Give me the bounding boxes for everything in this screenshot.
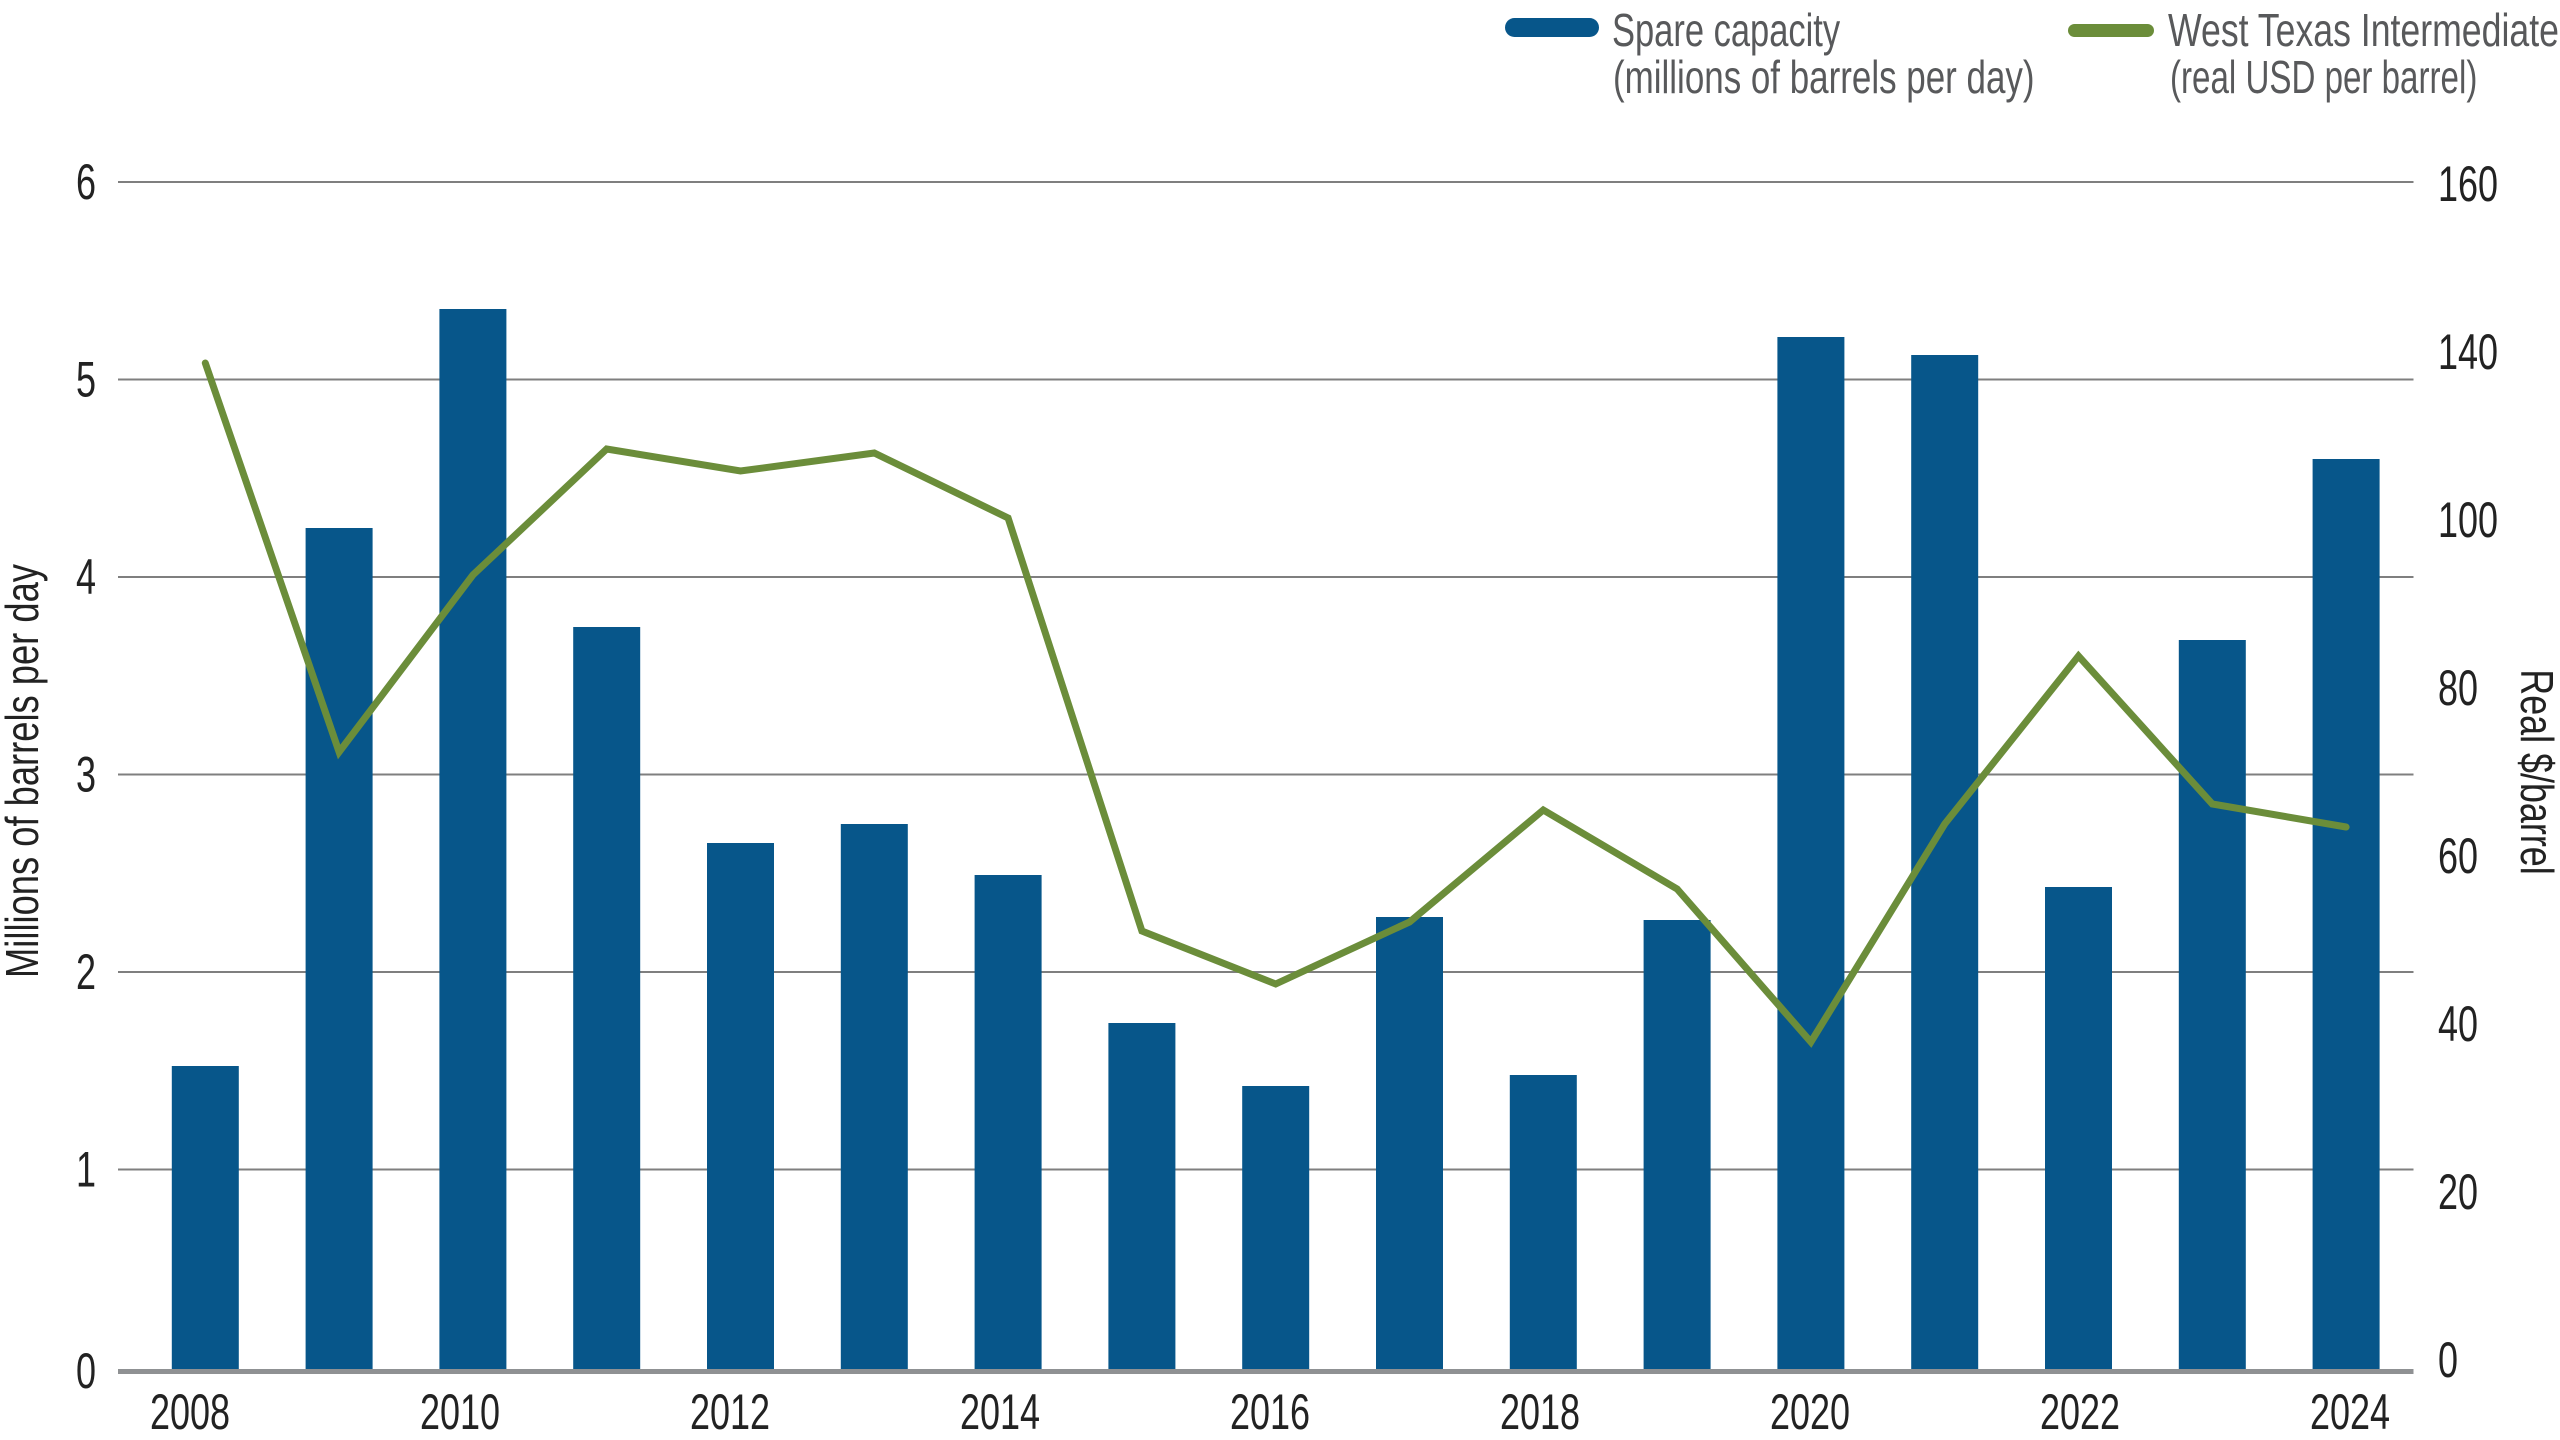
svg-text:2: 2 — [76, 945, 96, 1000]
svg-text:3: 3 — [76, 748, 96, 803]
svg-text:2022: 2022 — [2040, 1385, 2120, 1440]
svg-text:Real $/barrel: Real $/barrel — [2511, 669, 2560, 874]
svg-text:Spare capacity: Spare capacity — [1612, 4, 1841, 56]
svg-text:West Texas Intermediate: West Texas Intermediate — [2168, 5, 2559, 56]
svg-text:160: 160 — [2438, 157, 2498, 212]
svg-text:Millions of barrels per day: Millions of barrels per day — [0, 564, 48, 978]
svg-text:2012: 2012 — [690, 1385, 770, 1440]
svg-text:140: 140 — [2438, 325, 2498, 380]
svg-text:2016: 2016 — [1230, 1385, 1310, 1440]
svg-text:20: 20 — [2438, 1165, 2478, 1220]
svg-text:2020: 2020 — [1770, 1385, 1850, 1440]
svg-text:2018: 2018 — [1500, 1385, 1580, 1440]
svg-text:40: 40 — [2438, 997, 2478, 1052]
svg-text:0: 0 — [76, 1344, 96, 1399]
svg-text:(real USD per barrel): (real USD per barrel) — [2170, 53, 2477, 103]
svg-text:5: 5 — [76, 353, 96, 408]
svg-text:2008: 2008 — [150, 1385, 230, 1440]
svg-text:2010: 2010 — [420, 1385, 500, 1440]
svg-text:100: 100 — [2438, 493, 2498, 548]
svg-text:2024: 2024 — [2310, 1385, 2390, 1440]
svg-text:80: 80 — [2438, 661, 2478, 716]
svg-text:6: 6 — [76, 155, 96, 210]
svg-text:1: 1 — [76, 1143, 96, 1198]
svg-text:(millions of barrels per day): (millions of barrels per day) — [1613, 51, 2034, 103]
svg-text:0: 0 — [2438, 1333, 2458, 1388]
svg-text:4: 4 — [76, 550, 96, 605]
svg-text:2014: 2014 — [960, 1385, 1040, 1440]
svg-text:60: 60 — [2438, 829, 2478, 884]
